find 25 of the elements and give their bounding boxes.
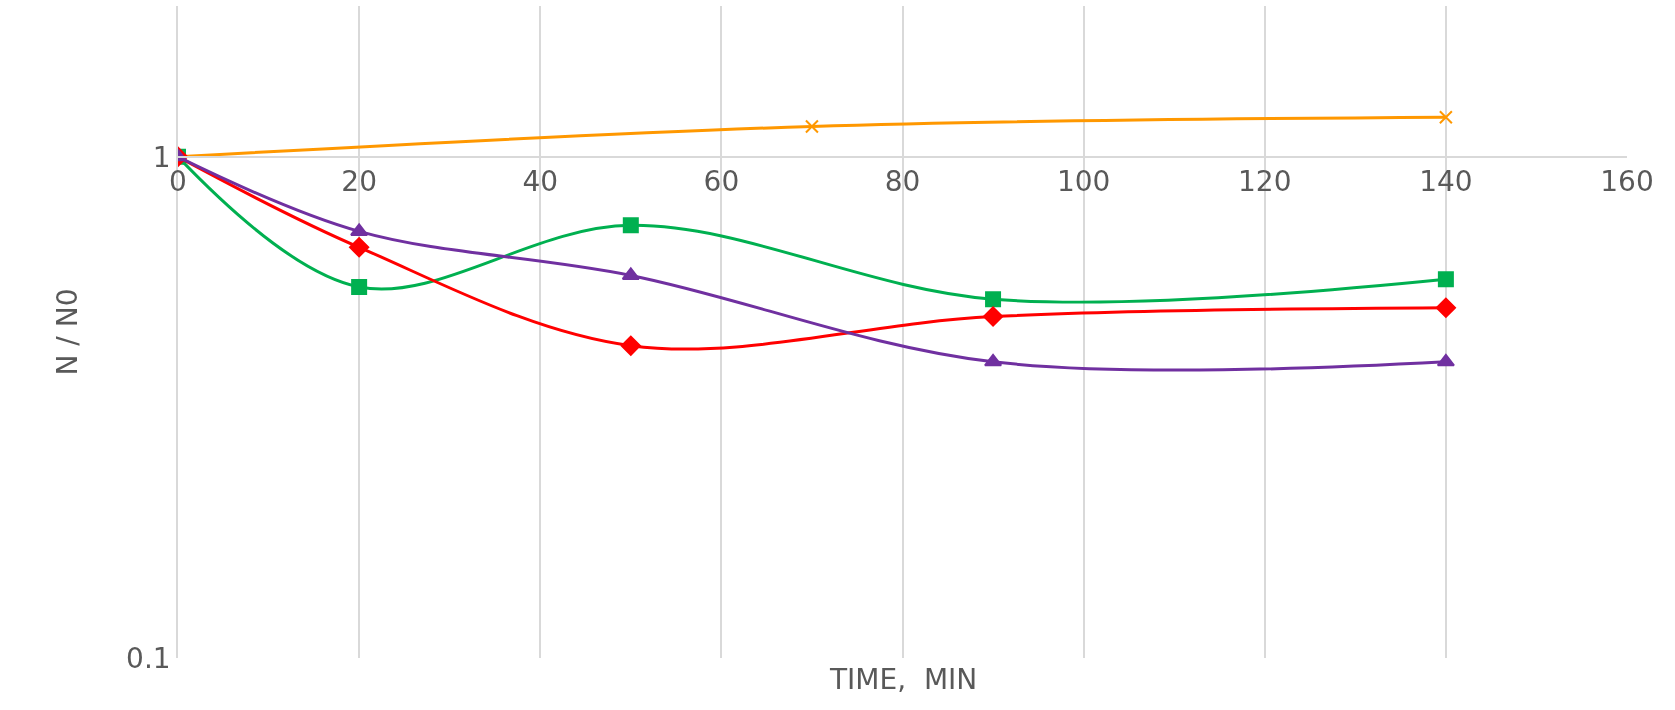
point <box>1437 271 1454 288</box>
x-tick-label: 20 <box>341 165 377 199</box>
point <box>1436 353 1455 367</box>
y-tick-label: 0.1 <box>126 641 171 675</box>
point <box>804 119 819 134</box>
point <box>1438 110 1453 125</box>
point <box>351 278 368 295</box>
x-tick-label: 0 <box>169 165 187 199</box>
point <box>620 335 641 356</box>
point <box>1435 297 1456 318</box>
point <box>349 237 370 258</box>
x-tick-label: 140 <box>1419 165 1473 199</box>
x-tick-label: 60 <box>703 165 740 199</box>
x-tick-label: 100 <box>1056 165 1111 199</box>
x-tick-label: 40 <box>522 165 559 199</box>
y-axis-title: N / N0 <box>51 288 85 376</box>
x-tick-label: 120 <box>1238 165 1292 199</box>
point <box>982 306 1004 327</box>
x-tick-label: 80 <box>884 165 921 199</box>
point <box>622 217 639 234</box>
x-tick-label: 160 <box>1600 165 1654 199</box>
point <box>985 291 1002 308</box>
point <box>983 353 1003 367</box>
y-tick-label: 1 <box>152 140 171 174</box>
x-axis-title: TIME, MIN <box>829 663 978 696</box>
